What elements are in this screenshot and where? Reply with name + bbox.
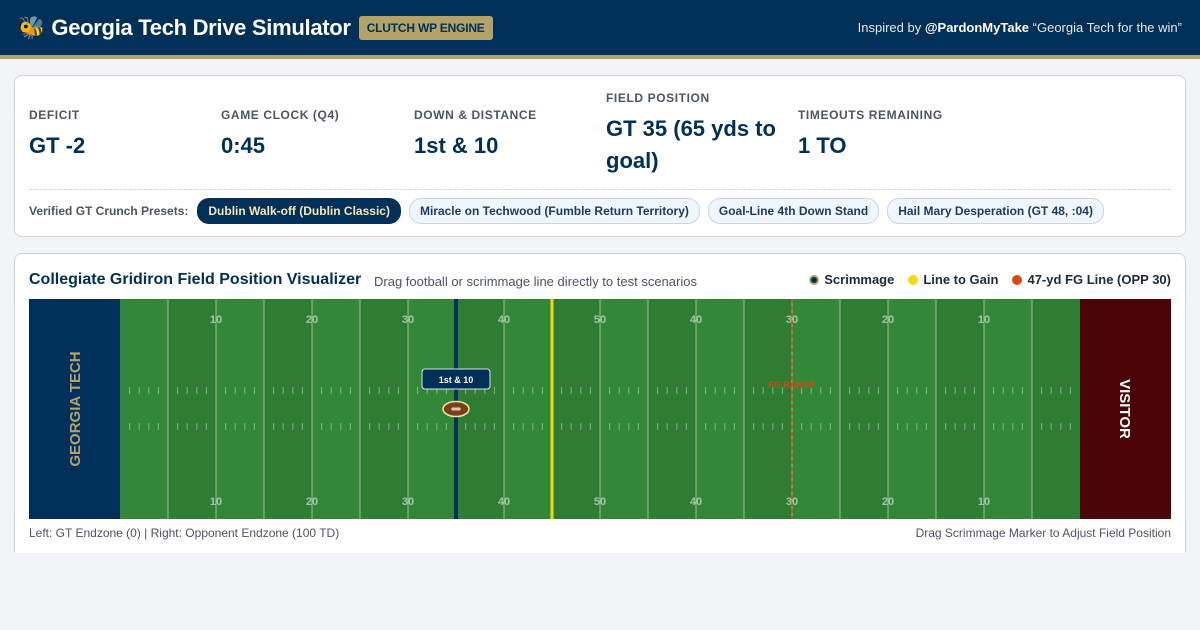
yard-number: 10 [978, 314, 990, 326]
stat-deficit: DEFICIT GT -2 [29, 108, 209, 162]
turf-stripe [504, 299, 552, 519]
field-footer-left: Left: GT Endzone (0) | Right: Opponent E… [29, 526, 340, 540]
turf-stripe [792, 299, 840, 519]
field-legend: Scrimmage Line to Gain 47-yd FG Line (OP… [795, 272, 1171, 287]
inspired-prefix: Inspired by [857, 20, 922, 35]
turf-stripe [696, 299, 744, 519]
yard-number: 10 [210, 496, 222, 508]
bee-icon: 🐝 [18, 14, 46, 40]
preset-goal-line-stand[interactable]: Goal-Line 4th Down Stand [707, 198, 880, 224]
yard-number: 20 [306, 496, 318, 508]
turf-stripe [312, 299, 360, 519]
turf-stripe [120, 299, 168, 519]
game-state-card: DEFICIT GT -2 GAME CLOCK (Q4) 0:45 DOWN … [14, 75, 1186, 237]
yard-numbers: 101020203030404050504040303020201010 [210, 314, 990, 508]
divider [29, 189, 1171, 190]
stat-value: 1 TO [798, 133, 847, 158]
legend-label: Scrimmage [824, 272, 895, 287]
yard-number: 20 [882, 496, 894, 508]
stat-down-distance: DOWN & DISTANCE 1st & 10 [414, 108, 594, 162]
yard-number: 40 [690, 314, 702, 326]
turf-stripe [888, 299, 936, 519]
yard-number: 50 [594, 314, 606, 326]
line-to-gain-dot-icon [908, 274, 919, 285]
yard-number: 30 [402, 314, 414, 326]
field-visualizer-card: Collegiate Gridiron Field Position Visua… [14, 253, 1186, 553]
stat-label: FIELD POSITION [606, 91, 710, 105]
yard-number: 40 [690, 496, 702, 508]
preset-miracle-on-techwood[interactable]: Miracle on Techwood (Fumble Return Terri… [408, 198, 700, 224]
right-endzone-label: VISITOR [1116, 379, 1133, 439]
field-footer-right: Drag Scrimmage Marker to Adjust Field Po… [915, 526, 1171, 540]
stat-label: GAME CLOCK (Q4) [221, 108, 340, 122]
hash-marks [129, 387, 1071, 430]
left-endzone [29, 299, 120, 519]
app-title: Georgia Tech Drive Simulator [51, 14, 351, 40]
presets-label: Verified GT Crunch Presets: [29, 204, 189, 218]
turf-stripe [216, 299, 264, 519]
left-endzone-label: GEORGIA TECH [67, 351, 84, 466]
yard-number: 20 [306, 314, 318, 326]
preset-hail-mary[interactable]: Hail Mary Desperation (GT 48, :04) [887, 198, 1104, 224]
yard-number: 50 [594, 496, 606, 508]
yard-number: 10 [210, 314, 222, 326]
brand: 🐝 Georgia Tech Drive Simulator CLUTCH WP… [18, 15, 493, 41]
turf-stripe [600, 299, 648, 519]
right-endzone [1080, 299, 1171, 519]
inspired-quote: “Georgia Tech for the win” [1032, 20, 1182, 35]
stat-timeouts: TIMEOUTS REMAINING 1 TO [798, 108, 978, 162]
stat-value: 1st & 10 [414, 133, 499, 158]
legend-label: 47-yd FG Line (OPP 30) [1027, 272, 1171, 287]
down-distance-marker[interactable] [421, 368, 491, 390]
preset-dublin-walkoff[interactable]: Dublin Walk-off (Dublin Classic) [197, 198, 401, 224]
field-title: Collegiate Gridiron Field Position Visua… [29, 271, 362, 288]
stat-label: DOWN & DISTANCE [414, 108, 537, 122]
down-distance-marker-label: 1st & 10 [439, 375, 474, 385]
field-subtitle: Drag football or scrimmage line directly… [374, 274, 697, 289]
presets-row: Verified GT Crunch Presets: Dublin Walk-… [29, 198, 1112, 224]
legend-scrimmage: Scrimmage [809, 272, 894, 287]
football-field[interactable]: GEORGIA TECH 101020203030404050504040303… [29, 299, 1171, 519]
field-markers[interactable]: FG RANGE 1st & 10 [421, 299, 816, 519]
stat-value: 0:45 [221, 133, 266, 158]
yard-number: 40 [498, 496, 510, 508]
legend-line-to-gain: Line to Gain [908, 272, 998, 287]
inspired-handle[interactable]: @PardonMyTake [924, 20, 1030, 35]
scrimmage-dot-icon [809, 274, 820, 285]
app-header: 🐝 Georgia Tech Drive Simulator CLUTCH WP… [0, 0, 1200, 55]
stat-value: GT -2 [29, 133, 86, 158]
turf-stripe [984, 299, 1032, 519]
engine-badge: CLUTCH WP ENGINE [358, 15, 493, 40]
inspired-credit: Inspired by @PardonMyTake “Georgia Tech … [858, 20, 1182, 35]
legend-fg-line: 47-yd FG Line (OPP 30) [1012, 272, 1171, 287]
stat-label: TIMEOUTS REMAINING [798, 108, 943, 122]
yard-number: 10 [978, 496, 990, 508]
stat-value: GT 35 (65 yds to goal) [606, 116, 776, 173]
fg-line-dot-icon [1012, 274, 1023, 285]
stat-field-position: FIELD POSITION GT 35 (65 yds to goal) [606, 91, 791, 177]
stat-label: DEFICIT [29, 108, 80, 122]
yard-number: 30 [402, 496, 414, 508]
yard-number: 20 [882, 314, 894, 326]
stats-row: DEFICIT GT -2 GAME CLOCK (Q4) 0:45 DOWN … [29, 76, 1171, 188]
header-accent-bar [0, 55, 1200, 59]
legend-label: Line to Gain [923, 272, 999, 287]
yard-number: 40 [498, 314, 510, 326]
stat-game-clock: GAME CLOCK (Q4) 0:45 [221, 108, 401, 162]
fg-range-label: FG RANGE [768, 380, 816, 390]
